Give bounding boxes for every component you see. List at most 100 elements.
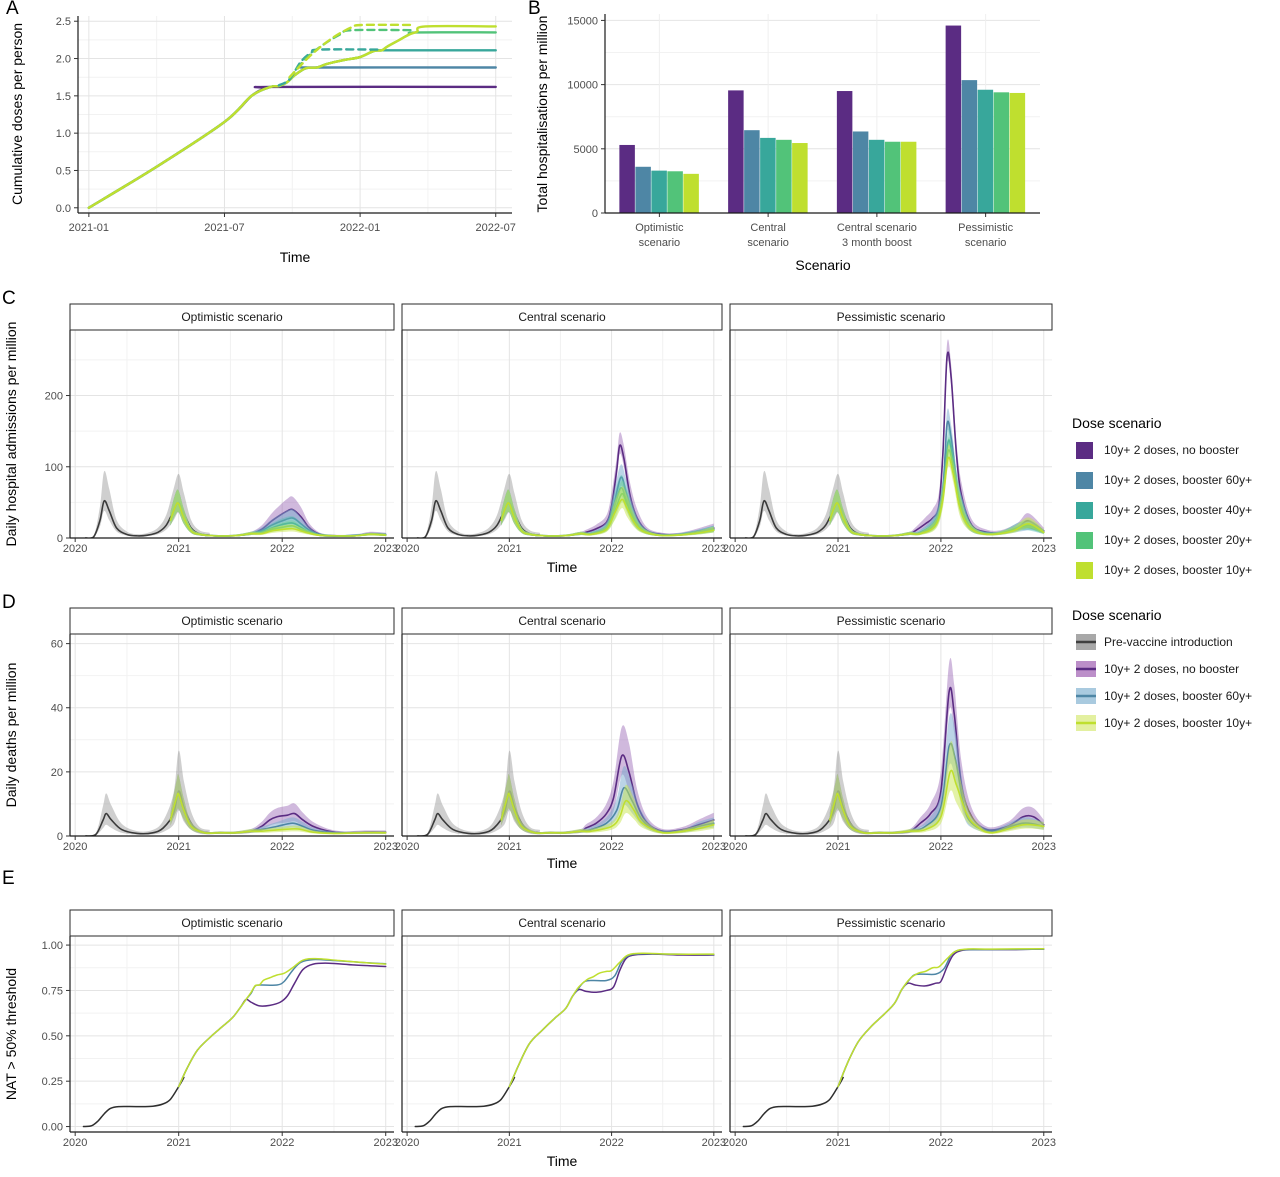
svg-text:Total hospitalisations per mil: Total hospitalisations per million bbox=[534, 16, 550, 213]
svg-text:2021: 2021 bbox=[826, 1137, 850, 1149]
svg-text:2.0: 2.0 bbox=[56, 54, 71, 66]
svg-text:2023: 2023 bbox=[702, 543, 726, 555]
svg-text:2022: 2022 bbox=[929, 1137, 953, 1149]
svg-text:2023: 2023 bbox=[702, 841, 726, 853]
svg-text:1.5: 1.5 bbox=[56, 91, 71, 103]
svg-text:2021-07: 2021-07 bbox=[204, 222, 244, 234]
svg-text:Pre-vaccine introduction: Pre-vaccine introduction bbox=[1104, 635, 1233, 649]
svg-text:2022: 2022 bbox=[599, 543, 623, 555]
svg-text:Dose scenario: Dose scenario bbox=[1072, 607, 1162, 623]
svg-text:0.0: 0.0 bbox=[56, 203, 71, 215]
svg-text:scenario: scenario bbox=[747, 237, 789, 249]
svg-text:Central: Central bbox=[750, 222, 785, 234]
svg-text:Optimistic scenario: Optimistic scenario bbox=[181, 916, 283, 930]
svg-text:2022: 2022 bbox=[599, 841, 623, 853]
svg-text:2020: 2020 bbox=[63, 543, 87, 555]
svg-text:2021: 2021 bbox=[166, 841, 190, 853]
svg-text:0: 0 bbox=[57, 831, 63, 843]
svg-text:2020: 2020 bbox=[395, 543, 419, 555]
svg-text:2022: 2022 bbox=[270, 1137, 294, 1149]
svg-text:60: 60 bbox=[51, 639, 63, 651]
svg-text:2022: 2022 bbox=[270, 543, 294, 555]
svg-text:Pessimistic: Pessimistic bbox=[958, 222, 1014, 234]
svg-text:10y+ 2 doses, booster 10y+: 10y+ 2 doses, booster 10y+ bbox=[1104, 716, 1252, 730]
svg-text:Daily hospital admissions per: Daily hospital admissions per million bbox=[3, 322, 19, 547]
svg-text:2021: 2021 bbox=[497, 841, 521, 853]
svg-text:1.0: 1.0 bbox=[56, 128, 71, 140]
svg-text:2020: 2020 bbox=[723, 1137, 747, 1149]
svg-text:Optimistic scenario: Optimistic scenario bbox=[181, 310, 283, 324]
svg-text:2021: 2021 bbox=[826, 543, 850, 555]
svg-text:2023: 2023 bbox=[373, 543, 397, 555]
svg-text:40: 40 bbox=[51, 703, 63, 715]
svg-text:0.25: 0.25 bbox=[42, 1076, 63, 1088]
svg-text:2021: 2021 bbox=[166, 543, 190, 555]
svg-text:20: 20 bbox=[51, 767, 63, 779]
svg-text:2020: 2020 bbox=[395, 1137, 419, 1149]
svg-text:15000: 15000 bbox=[567, 15, 598, 27]
svg-text:10y+ 2 doses, no booster: 10y+ 2 doses, no booster bbox=[1104, 443, 1239, 457]
panel-c-label: C bbox=[2, 288, 16, 309]
svg-text:5000: 5000 bbox=[574, 144, 598, 156]
svg-text:2021: 2021 bbox=[166, 1137, 190, 1149]
panel-e-nat-threshold-chart: 2020 2021 2022 2023 0.00 0.25 0.50 0.75 1.00 Opti… bbox=[0, 874, 1070, 1177]
svg-text:Pessimistic scenario: Pessimistic scenario bbox=[837, 614, 946, 628]
svg-text:0.00: 0.00 bbox=[42, 1122, 63, 1134]
svg-text:100: 100 bbox=[45, 462, 63, 474]
svg-text:Time: Time bbox=[547, 855, 578, 871]
svg-text:200: 200 bbox=[45, 391, 63, 403]
svg-text:10y+ 2 doses, booster 20y+: 10y+ 2 doses, booster 20y+ bbox=[1104, 533, 1252, 547]
svg-text:Scenario: Scenario bbox=[795, 257, 850, 273]
svg-text:2021: 2021 bbox=[826, 841, 850, 853]
svg-text:scenario: scenario bbox=[965, 237, 1007, 249]
svg-text:2021-01: 2021-01 bbox=[69, 222, 109, 234]
panel-d-deaths-chart: 2020 2021 2022 2023 0 20 40 60 Optimistic scenar… bbox=[0, 596, 1070, 884]
svg-text:2021: 2021 bbox=[497, 1137, 521, 1149]
svg-text:0.75: 0.75 bbox=[42, 985, 63, 997]
svg-text:2023: 2023 bbox=[1032, 1137, 1056, 1149]
svg-text:2022: 2022 bbox=[929, 543, 953, 555]
svg-text:Optimistic scenario: Optimistic scenario bbox=[181, 614, 283, 628]
svg-text:2020: 2020 bbox=[723, 543, 747, 555]
svg-text:2023: 2023 bbox=[1032, 543, 1056, 555]
svg-text:Optimistic: Optimistic bbox=[635, 222, 684, 234]
svg-text:Pessimistic scenario: Pessimistic scenario bbox=[837, 916, 946, 930]
panel-b-hospitalisations-bar-chart: Optimistic scenario Central scenario Central… bbox=[525, 0, 1050, 285]
svg-text:Pessimistic scenario: Pessimistic scenario bbox=[837, 310, 946, 324]
svg-text:2020: 2020 bbox=[395, 841, 419, 853]
svg-text:Central scenario: Central scenario bbox=[518, 310, 606, 324]
svg-text:NAT > 50% threshold: NAT > 50% threshold bbox=[3, 968, 19, 1100]
dose-scenario-legend-admissions: Dose scenario 10y+ 2 doses, no booster 10y… bbox=[1068, 408, 1280, 598]
svg-text:10y+ 2 doses, booster 10y+: 10y+ 2 doses, booster 10y+ bbox=[1104, 563, 1252, 577]
svg-text:2022: 2022 bbox=[929, 841, 953, 853]
panel-d-label: D bbox=[2, 592, 16, 613]
svg-text:2.5: 2.5 bbox=[56, 16, 71, 28]
svg-text:10y+ 2 doses, booster 40y+: 10y+ 2 doses, booster 40y+ bbox=[1104, 503, 1252, 517]
svg-text:Daily deaths per million: Daily deaths per million bbox=[3, 663, 19, 808]
panel-b-label: B bbox=[528, 0, 541, 19]
svg-text:2020: 2020 bbox=[63, 1137, 87, 1149]
svg-text:10y+ 2 doses, booster 60y+: 10y+ 2 doses, booster 60y+ bbox=[1104, 473, 1252, 487]
svg-text:Central scenario: Central scenario bbox=[837, 222, 917, 234]
svg-text:2023: 2023 bbox=[702, 1137, 726, 1149]
svg-text:2022-07: 2022-07 bbox=[476, 222, 516, 234]
panel-a-cumulative-doses-chart: 2021-01 2021-07 2022-01 2022-07 0.0 0.5 1.0 1.5… bbox=[0, 0, 525, 285]
svg-text:2022: 2022 bbox=[270, 841, 294, 853]
svg-text:Central scenario: Central scenario bbox=[518, 916, 606, 930]
panel-e-label: E bbox=[2, 868, 15, 889]
svg-text:2020: 2020 bbox=[63, 841, 87, 853]
svg-text:Time: Time bbox=[280, 249, 311, 265]
svg-text:Time: Time bbox=[547, 559, 578, 575]
svg-text:2020: 2020 bbox=[723, 841, 747, 853]
svg-text:3 month boost: 3 month boost bbox=[842, 237, 912, 249]
svg-text:Cumulative doses per person: Cumulative doses per person bbox=[9, 23, 25, 205]
svg-text:0: 0 bbox=[592, 208, 598, 220]
svg-text:0.50: 0.50 bbox=[42, 1031, 63, 1043]
svg-text:2023: 2023 bbox=[373, 841, 397, 853]
svg-text:10y+ 2 doses, booster 60y+: 10y+ 2 doses, booster 60y+ bbox=[1104, 689, 1252, 703]
svg-text:2021: 2021 bbox=[497, 543, 521, 555]
svg-text:10y+ 2 doses, no booster: 10y+ 2 doses, no booster bbox=[1104, 662, 1239, 676]
panel-c-admissions-chart: 2020 2021 2022 2023 0 100 200 Optimistic scenar… bbox=[0, 292, 1070, 592]
svg-text:1.00: 1.00 bbox=[42, 940, 63, 952]
